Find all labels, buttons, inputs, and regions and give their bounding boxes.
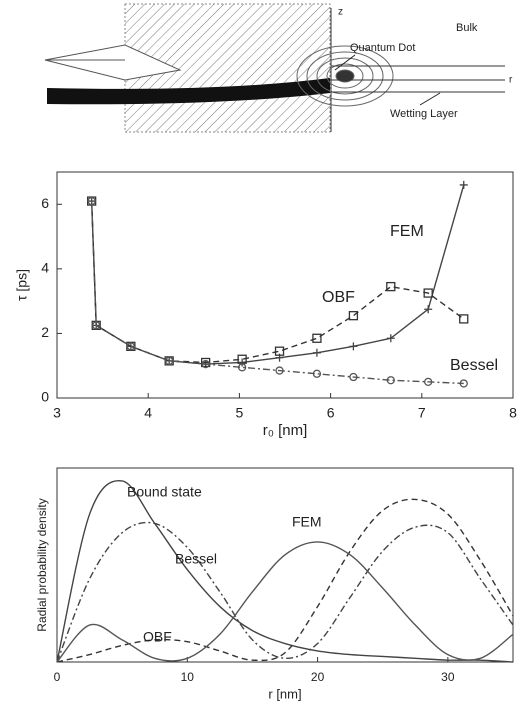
- marker: [348, 311, 359, 321]
- marker: [349, 342, 358, 351]
- x-tick-label: 0: [54, 670, 61, 684]
- series: Bessel: [87, 196, 498, 388]
- arrow: [419, 92, 441, 106]
- marker: [459, 180, 468, 189]
- series-label: OBF: [322, 289, 355, 306]
- marker: [274, 346, 285, 356]
- dot-label: Quantum Dot: [350, 42, 415, 54]
- series-line: [56, 479, 514, 663]
- dot-contours: [296, 45, 394, 107]
- marker: [312, 333, 322, 343]
- x-axis-label: r₀ [nm]: [263, 422, 308, 439]
- substrate-bar: [47, 78, 330, 105]
- series-label: Bessel: [450, 357, 498, 374]
- series-label: Bound state: [127, 484, 202, 500]
- series: FEM: [56, 514, 514, 663]
- schematic: z Bulk Quantum Dot r Wetting Layer: [44, 3, 513, 133]
- series-label: FEM: [292, 514, 322, 530]
- series-line: [56, 541, 514, 663]
- x-tick-label: 5: [236, 405, 244, 421]
- y-axis-label: τ [ps]: [14, 269, 30, 301]
- x-tick-label: 10: [181, 670, 195, 684]
- y-tick-label: 4: [41, 260, 49, 276]
- series-label: FEM: [390, 223, 424, 240]
- y-tick-label: 0: [41, 389, 49, 405]
- arrow: [334, 54, 356, 71]
- series-line: [90, 201, 465, 364]
- y-tick-label: 2: [41, 324, 49, 340]
- marker: [312, 369, 322, 378]
- marker: [238, 358, 247, 367]
- x-tick-label: 7: [418, 405, 426, 421]
- marker: [424, 377, 433, 387]
- z-label: z: [338, 7, 343, 18]
- plot-frame: [56, 171, 514, 399]
- marker: [459, 379, 468, 388]
- plot-frame: [56, 467, 514, 663]
- x-tick-label: 8: [509, 405, 517, 421]
- marker: [423, 288, 433, 298]
- tip: [44, 44, 182, 81]
- series-label: OBF: [143, 629, 172, 645]
- marker: [165, 356, 174, 366]
- y-tick-label: 6: [41, 195, 49, 211]
- series-line: [90, 184, 465, 365]
- marker: [386, 334, 395, 343]
- x-tick-label: 6: [327, 405, 335, 421]
- marker: [312, 348, 321, 357]
- marker: [237, 363, 247, 372]
- series: OBF: [56, 498, 514, 663]
- x-tick-label: 3: [53, 405, 61, 421]
- x-tick-label: 4: [144, 405, 152, 421]
- marker: [201, 359, 210, 369]
- series-line: [56, 498, 514, 663]
- r-label: r: [509, 75, 513, 86]
- marker: [349, 372, 358, 382]
- marker: [126, 342, 136, 351]
- y-axis-label: Radial probability density: [35, 498, 49, 631]
- x-tick-label: 30: [441, 670, 455, 684]
- x-tick-label: 20: [311, 670, 325, 684]
- x-axis-label: r [nm]: [268, 686, 301, 701]
- series: Bessel: [56, 521, 514, 663]
- series: Bound state: [56, 479, 514, 663]
- series-line: [56, 521, 514, 663]
- marker: [424, 305, 433, 314]
- bulk-label: Bulk: [456, 22, 478, 34]
- marker: [92, 321, 101, 330]
- marker: [386, 376, 395, 385]
- wetting-label: Wetting Layer: [390, 108, 458, 120]
- marker: [459, 314, 469, 324]
- marker: [87, 196, 96, 206]
- marker: [275, 366, 284, 375]
- series-label: Bessel: [175, 551, 217, 567]
- series: FEM: [87, 180, 468, 369]
- marker: [386, 281, 396, 292]
- marker: [201, 357, 211, 368]
